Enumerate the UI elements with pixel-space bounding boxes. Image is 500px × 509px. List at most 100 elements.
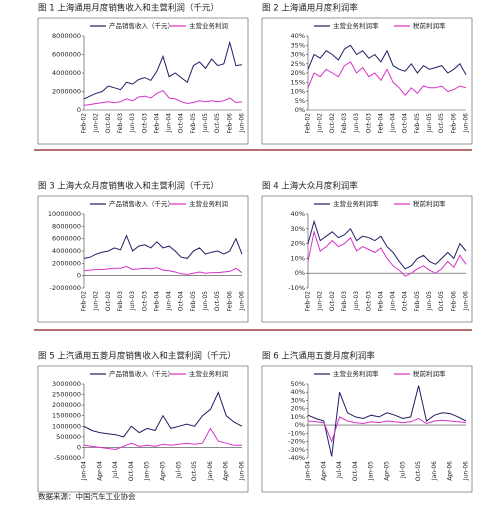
y-tick-label: -500000	[54, 454, 81, 462]
x-tick-label: Apr-05	[160, 461, 167, 481]
x-tick-label: Jun-04	[166, 291, 173, 311]
legend-label: 产品销售收入（千元）	[109, 199, 174, 208]
x-tick-label: Jun-06	[463, 461, 470, 481]
y-tick-label: 2500000	[52, 391, 81, 399]
series-line	[307, 229, 467, 277]
y-tick-label: 0%	[295, 421, 305, 429]
y-tick-label: 1000000	[52, 422, 81, 430]
chart-title: 图 6 上汽通用五菱月度利润率	[262, 351, 375, 362]
x-tick-label: Oct-04	[178, 291, 185, 311]
y-tick-label: 1500000	[52, 412, 81, 420]
x-tick-label: Feb-03	[341, 113, 348, 134]
x-tick-label: Feb-02	[305, 113, 312, 134]
y-tick-label: 4000000	[52, 247, 81, 255]
y-tick-label: 25%	[291, 60, 305, 68]
y-tick-label: 0%	[295, 106, 305, 114]
y-tick-label: -10%	[288, 284, 305, 292]
x-tick-label: Oct-03	[365, 113, 372, 133]
x-tick-label: Jan-04	[305, 461, 312, 481]
x-tick-label: Apr-05	[384, 461, 391, 481]
x-tick-label: Jun-02	[93, 113, 100, 133]
x-tick-label: Jul-04	[336, 461, 343, 479]
series-line	[83, 265, 243, 275]
x-tick-label: Jun-06	[239, 291, 246, 311]
y-tick-label: 35%	[291, 41, 305, 49]
y-tick-label: 3000000	[52, 380, 81, 388]
x-tick-label: Jun-03	[129, 291, 136, 311]
x-tick-label: Jun-06	[239, 113, 246, 133]
y-tick-label: 40%	[291, 210, 305, 218]
x-tick-label: Feb-05	[190, 291, 197, 312]
series-line	[307, 416, 467, 444]
x-tick-label: Oct-02	[329, 113, 336, 133]
x-tick-label: Jun-05	[426, 291, 433, 311]
x-tick-label: Feb-03	[117, 113, 124, 134]
x-tick-label: Jun-03	[129, 113, 136, 133]
x-tick-label: Apr-04	[96, 461, 103, 481]
y-tick-label: 30%	[291, 51, 305, 59]
series-line	[307, 61, 467, 96]
x-tick-label: Oct-02	[105, 291, 112, 311]
x-tick-label: Jul-05	[175, 461, 182, 479]
chart-title: 图 3 上海大众月度销售收入和主营利润（千元）	[38, 181, 219, 192]
x-tick-label: Oct-03	[141, 113, 148, 133]
y-tick-label: 2000000	[52, 259, 81, 267]
y-tick-label: 2000000	[52, 401, 81, 409]
x-tick-label: Jan-05	[368, 461, 375, 481]
x-tick-label: Jun-04	[390, 291, 397, 311]
x-tick-label: Oct-02	[329, 291, 336, 311]
y-tick-label: 10%	[291, 88, 305, 96]
x-tick-label: Oct-05	[214, 291, 221, 311]
x-tick-label: Feb-06	[450, 291, 457, 312]
x-tick-label: Feb-05	[414, 291, 421, 312]
x-tick-label: Jan-06	[207, 461, 214, 481]
x-tick-label: Feb-06	[450, 113, 457, 134]
x-tick-label: Oct-03	[365, 291, 372, 311]
chart-title: 图 1 上海通用月度销售收入和主营利润（千元）	[38, 3, 219, 14]
y-tick-label: 0	[77, 443, 81, 451]
x-tick-label: Jan-04	[81, 461, 88, 481]
y-tick-label: 30%	[291, 225, 305, 233]
x-tick-label: Jun-03	[353, 291, 360, 311]
x-tick-label: Feb-02	[81, 113, 88, 134]
y-tick-label: 0%	[295, 269, 305, 277]
x-tick-label: Feb-04	[153, 291, 160, 312]
x-tick-label: Jun-06	[463, 291, 470, 311]
legend-label: 税前利润率	[413, 21, 446, 30]
x-tick-label: Jun-05	[202, 113, 209, 133]
y-tick-label: 5%	[295, 97, 305, 105]
y-tick-label: 8000000	[52, 32, 81, 40]
chart-frame	[37, 365, 249, 493]
x-tick-label: Jun-02	[93, 291, 100, 311]
x-tick-label: Oct-02	[105, 113, 112, 133]
y-tick-label: 40%	[291, 32, 305, 40]
legend-label: 主营业务利润	[189, 369, 228, 378]
y-tick-label: 10%	[291, 413, 305, 421]
x-tick-label: Oct-05	[191, 461, 198, 481]
source: 数据来源：中国汽车工业协会	[38, 491, 136, 501]
x-tick-label: Jun-04	[166, 113, 173, 133]
y-tick-label: 0	[77, 106, 81, 114]
x-tick-label: Jan-06	[431, 461, 438, 481]
y-tick-label: 10000000	[48, 210, 81, 218]
legend-label: 主营业务利润率	[333, 21, 379, 30]
y-tick-label: 500000	[56, 433, 81, 441]
y-tick-label: 0	[77, 272, 81, 280]
x-tick-label: Feb-03	[341, 291, 348, 312]
chart-frame	[37, 195, 249, 323]
x-tick-label: Feb-06	[226, 291, 233, 312]
x-tick-label: Oct-04	[178, 113, 185, 133]
y-tick-label: 2000000	[52, 88, 81, 96]
x-tick-label: Jan-05	[144, 461, 151, 481]
y-tick-label: 30%	[291, 396, 305, 404]
y-tick-label: 20%	[291, 69, 305, 77]
x-tick-label: Oct-04	[402, 291, 409, 311]
y-tick-label: 20%	[291, 240, 305, 248]
x-tick-label: Jul-05	[399, 461, 406, 479]
x-tick-label: Feb-04	[153, 113, 160, 134]
x-tick-label: Feb-02	[81, 291, 88, 312]
y-tick-label: -2000000	[50, 284, 81, 292]
x-tick-label: Jun-05	[426, 113, 433, 133]
x-tick-label: Oct-03	[141, 291, 148, 311]
